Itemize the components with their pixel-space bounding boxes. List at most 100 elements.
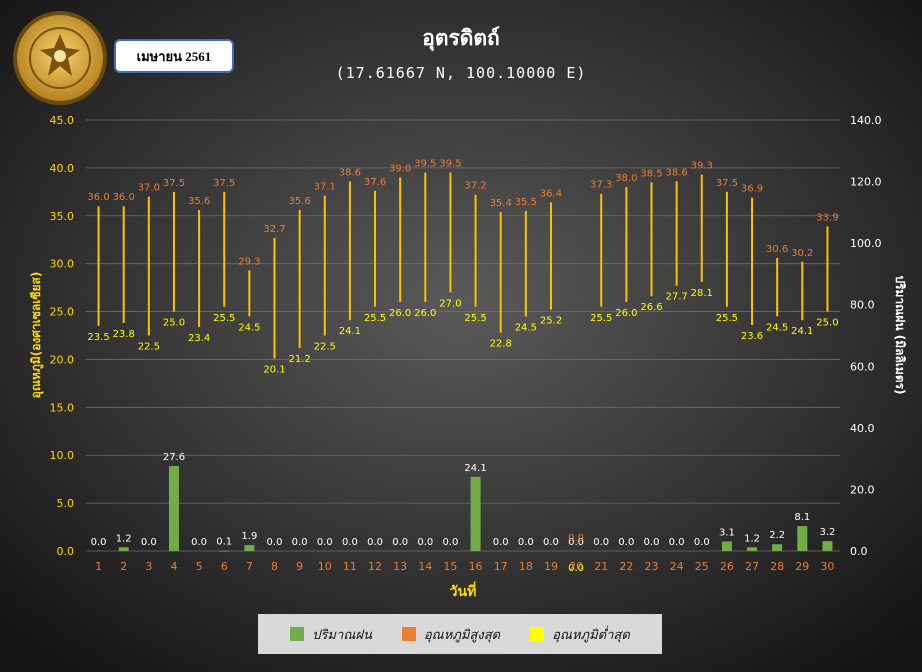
min-temp-label: 24.5 (515, 322, 537, 333)
legend-label-min-temp: อุณหภูมิต่ำสุด (552, 627, 630, 643)
rain-value-label: 0.0 (141, 537, 157, 548)
rain-value-label: 24.1 (464, 463, 486, 474)
y-left-tick-label: 5.0 (57, 497, 75, 510)
x-tick-label: 25 (695, 560, 709, 573)
rain-value-label: 0.0 (644, 537, 660, 548)
max-temp-label: 37.5 (716, 178, 738, 189)
y-right-tick-label: 40.0 (850, 422, 875, 435)
legend-item-min-temp: อุณหภูมิต่ำสุด (530, 624, 630, 645)
x-tick-label: 12 (368, 560, 382, 573)
rain-value-label: 0.0 (442, 537, 458, 548)
x-tick-label: 13 (393, 560, 407, 573)
rain-value-label: 2.2 (769, 530, 785, 541)
max-temp-label: 37.0 (138, 183, 160, 194)
chart-legend: ปริมาณฝน อุณหภูมิสูงสุด อุณหภูมิต่ำสุด (258, 614, 662, 654)
rain-value-label: 0.0 (91, 537, 107, 548)
min-temp-label: 25.5 (364, 313, 386, 324)
axes: 0.05.010.015.020.025.030.035.040.045.00.… (29, 114, 907, 600)
y-right-tick-label: 120.0 (850, 176, 882, 189)
x-tick-label: 7 (246, 560, 253, 573)
rain-value-label: 0.0 (292, 537, 308, 548)
rain-value-label: 0.0 (669, 537, 685, 548)
rain-bars (118, 466, 833, 552)
max-temp-label: 37.3 (590, 180, 612, 191)
min-temp-label: 27.0 (439, 298, 461, 309)
max-temp-label: 35.5 (515, 197, 537, 208)
max-temp-label: 39.0 (389, 163, 411, 174)
y-right-tick-label: 100.0 (850, 237, 882, 250)
max-temp-label: 39.5 (439, 159, 461, 170)
x-tick-label: 6 (221, 560, 228, 573)
max-temp-label: 36.0 (113, 192, 135, 203)
min-temp-label: 25.5 (213, 313, 235, 324)
x-tick-label: 14 (418, 560, 432, 573)
y-left-tick-label: 0.0 (57, 545, 75, 558)
x-tick-label: 27 (745, 560, 759, 573)
rain-value-label: 3.2 (819, 527, 835, 538)
rain-value-label: 0.0 (317, 537, 333, 548)
rain-value-label: 8.1 (794, 512, 810, 523)
max-temp-label: 37.2 (464, 181, 486, 192)
x-tick-label: 30 (820, 560, 834, 573)
max-temp-label: 35.4 (490, 198, 512, 209)
x-tick-label: 1 (95, 560, 102, 573)
max-temp-label: 30.6 (766, 244, 788, 255)
y-right-tick-label: 60.0 (850, 360, 875, 373)
min-temp-label: 24.1 (791, 326, 813, 337)
x-tick-label: 21 (594, 560, 608, 573)
legend-label-rain: ปริมาณฝน (312, 627, 372, 643)
rain-bar (721, 541, 732, 551)
rain-value-label: 0.0 (593, 537, 609, 548)
x-tick-label: 17 (494, 560, 508, 573)
min-temp-label: 25.5 (464, 313, 486, 324)
y-left-axis-title: อุณหภูมิ(องศาเซลเซียส) (29, 272, 44, 399)
min-temp-label: 24.1 (339, 326, 361, 337)
max-temp-label: 36.4 (540, 188, 562, 199)
min-temp-label: 25.0 (816, 318, 838, 329)
rain-value-label: 1.2 (116, 533, 132, 544)
legend-item-rain: ปริมาณฝน (290, 624, 372, 645)
y-right-axis-title: ปริมาณฝน (มิลลิเมตร) (893, 275, 907, 394)
rain-value-label: 0.0 (191, 537, 207, 548)
rain-bar (168, 466, 179, 551)
min-temp-label: 23.6 (741, 331, 763, 342)
gridlines (86, 119, 840, 552)
data-labels: 0.0 1.2 0.027.60.0 0.11.90.0 0.0 0.0 0.0 0.0 0.0… (87, 159, 838, 574)
rain-value-label: 0.0 (618, 537, 634, 548)
min-temp-label: 22.5 (314, 342, 336, 353)
x-tick-label: 18 (519, 560, 533, 573)
x-tick-label: 20 (569, 560, 583, 573)
x-tick-label: 16 (469, 560, 483, 573)
department-logo (13, 11, 107, 105)
max-temp-label: 37.5 (213, 178, 235, 189)
x-tick-label: 5 (196, 560, 203, 573)
x-tick-label: 2 (120, 560, 127, 573)
y-left-tick-label: 35.0 (50, 210, 75, 223)
max-temp-label: 0.0 (568, 533, 584, 544)
max-temp-label: 37.1 (314, 182, 336, 193)
legend-item-max-temp: อุณหภูมิสูงสุด (401, 624, 500, 645)
rain-bar (797, 526, 808, 551)
max-temp-label: 37.5 (163, 178, 185, 189)
rain-bar (822, 541, 833, 551)
min-temp-label: 24.5 (238, 322, 260, 333)
max-temp-label: 36.9 (741, 184, 763, 195)
min-temp-label: 23.4 (188, 333, 210, 344)
y-right-tick-label: 140.0 (850, 114, 882, 127)
max-temp-label: 37.6 (364, 177, 386, 188)
rain-value-label: 0.0 (493, 537, 509, 548)
station-title: อุตรดิตถ์ (422, 26, 500, 50)
rain-value-label: 0.0 (568, 537, 584, 548)
rain-value-label: 0.0 (518, 537, 534, 548)
y-left-tick-label: 10.0 (50, 449, 75, 462)
x-tick-label: 4 (170, 560, 177, 573)
rain-value-label: 3.1 (719, 527, 735, 538)
min-temp-label: 0.0 (568, 563, 584, 574)
rain-value-label: 0.0 (367, 537, 383, 548)
min-temp-label: 25.0 (163, 318, 185, 329)
rain-value-label: 1.2 (744, 533, 760, 544)
max-temp-label: 30.2 (791, 248, 813, 259)
min-temp-label: 23.5 (87, 332, 109, 343)
x-axis-title: วันที่ (450, 581, 477, 600)
